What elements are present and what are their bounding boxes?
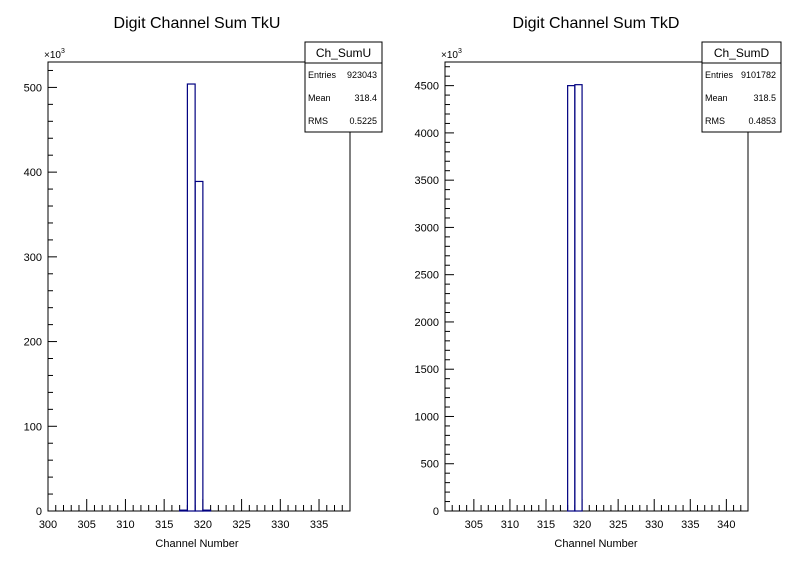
x-tick-label: 335 (681, 519, 699, 531)
stats-value: 9101782 (741, 70, 776, 80)
y-tick-label: 100 (24, 421, 42, 433)
stats-label: Mean (705, 93, 728, 103)
x-tick-label: 315 (155, 519, 173, 531)
y-tick-label: 1000 (415, 411, 439, 423)
x-tick-label: 330 (645, 519, 663, 531)
x-axis-label: Channel Number (554, 538, 637, 550)
histogram-bin (202, 509, 212, 512)
x-tick-label: 325 (609, 519, 627, 531)
y-multiplier-label: ×10 (44, 50, 61, 61)
stats-value: 318.5 (753, 93, 776, 103)
chart-pad-1: Digit Channel Sum TkU 300 305 310 315 320 325 3… (24, 15, 383, 550)
x-tick-label: 300 (39, 519, 57, 531)
x-tick-label: 315 (537, 519, 555, 531)
y-tick-label: 500 (421, 459, 439, 471)
y-multiplier-label: ×10 (441, 50, 458, 61)
stats-value: 923043 (347, 70, 377, 80)
y-tick-label: 200 (24, 337, 42, 349)
stats-label: Entries (308, 70, 337, 80)
x-tick-label: 305 (465, 519, 483, 531)
x-tick-label: 330 (271, 519, 289, 531)
histogram-bin (574, 84, 583, 512)
x-tick-label: 310 (501, 519, 519, 531)
x-tick-label: 325 (232, 519, 250, 531)
y-tick-label: 2500 (415, 270, 439, 282)
y-multiplier-exponent: 3 (458, 48, 462, 55)
stats-label: Entries (705, 70, 734, 80)
x-tick-label: 320 (573, 519, 591, 531)
stats-value: 0.4853 (748, 116, 776, 126)
stats-value: 318.4 (354, 93, 377, 103)
histogram-bin (186, 83, 196, 512)
stats-name: Ch_SumD (714, 46, 770, 60)
stats-label: RMS (705, 116, 725, 126)
x-tick-label: 335 (310, 519, 328, 531)
y-tick-label: 0 (433, 506, 439, 518)
y-tick-label: 400 (24, 167, 42, 179)
stats-name: Ch_SumU (316, 46, 371, 60)
y-tick-label: 3000 (415, 222, 439, 234)
chart-pad-2: Digit Channel Sum TkD 305 310 315 320 325 330 3… (415, 15, 782, 550)
stats-label: Mean (308, 93, 331, 103)
y-tick-label: 500 (24, 82, 42, 94)
y-tick-label: 4500 (415, 81, 439, 93)
x-tick-label: 310 (116, 519, 134, 531)
y-tick-label: 0 (36, 506, 42, 518)
stats-value: 0.5225 (349, 116, 377, 126)
chart-title: Digit Channel Sum TkU (114, 15, 281, 32)
histogram-bin (194, 180, 204, 512)
histogram-bin (567, 85, 576, 512)
chart-title: Digit Channel Sum TkD (513, 15, 680, 32)
y-tick-label: 3500 (415, 175, 439, 187)
x-tick-label: 320 (194, 519, 212, 531)
y-tick-label: 4000 (415, 128, 439, 140)
histogram-bin (179, 509, 188, 512)
x-axis-label: Channel Number (155, 538, 238, 550)
y-tick-label: 1500 (415, 364, 439, 376)
y-multiplier-exponent: 3 (61, 48, 65, 55)
stats-box (701, 41, 782, 133)
y-tick-label: 300 (24, 252, 42, 264)
y-tick-label: 2000 (415, 317, 439, 329)
x-tick-label: 340 (717, 519, 735, 531)
stats-label: RMS (308, 116, 328, 126)
x-tick-label: 305 (78, 519, 96, 531)
stats-box (304, 41, 383, 133)
